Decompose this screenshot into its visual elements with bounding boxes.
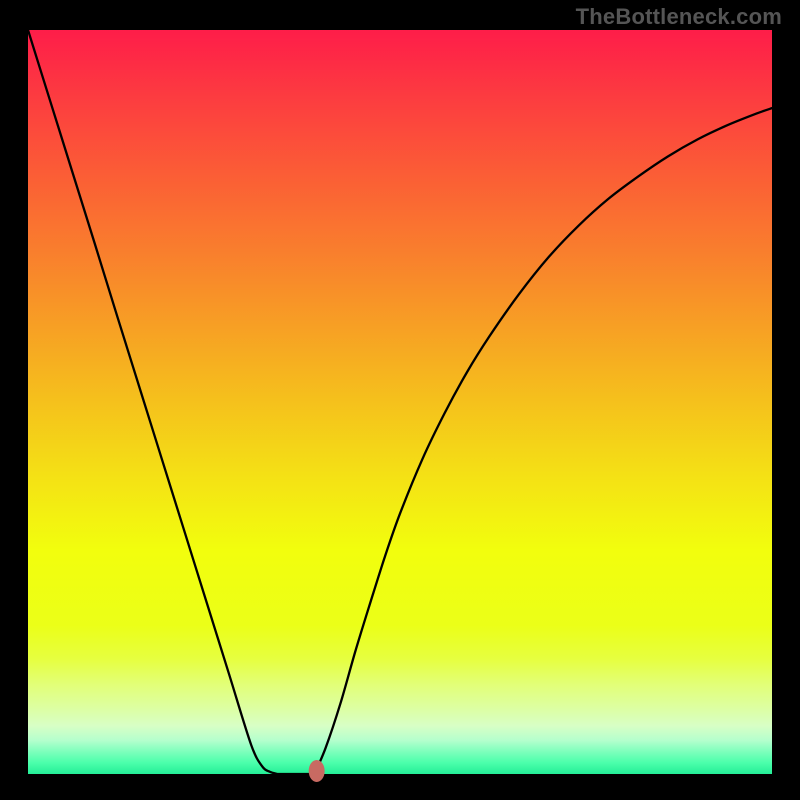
minimum-marker [309,760,325,782]
chart-svg [0,0,800,800]
plot-background [28,30,772,774]
chart-frame: TheBottleneck.com [0,0,800,800]
